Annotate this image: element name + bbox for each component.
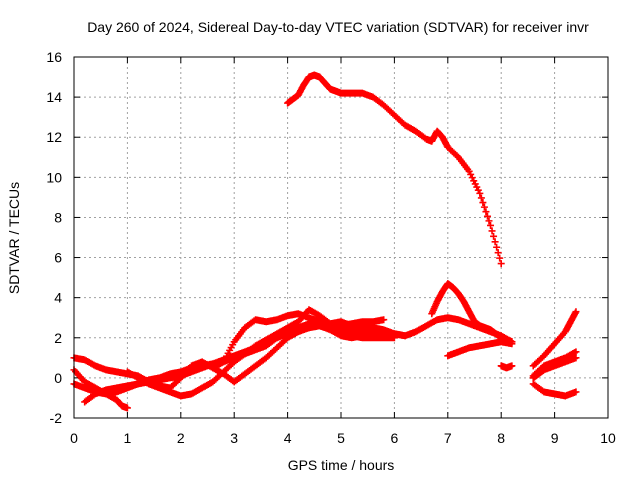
y-tick-label: 4 bbox=[54, 290, 62, 306]
x-tick-label: 0 bbox=[70, 430, 78, 446]
data-point-markers bbox=[497, 362, 516, 372]
y-tick-label: 2 bbox=[54, 330, 62, 346]
chart-title: Day 260 of 2024, Sidereal Day-to-day VTE… bbox=[87, 19, 589, 35]
series-arc-8 bbox=[428, 280, 516, 346]
y-tick-label: 0 bbox=[54, 370, 62, 386]
data-point-markers bbox=[529, 308, 580, 370]
y-tick-label: 6 bbox=[54, 250, 62, 266]
series-arc-10 bbox=[497, 362, 516, 372]
x-tick-label: 10 bbox=[600, 430, 616, 446]
x-tick-label: 8 bbox=[497, 430, 505, 446]
grid-lines bbox=[74, 57, 608, 418]
y-axis-label: SDTVAR / TECUs bbox=[6, 182, 22, 294]
y-tick-label: -2 bbox=[50, 410, 63, 426]
x-tick-label: 7 bbox=[444, 430, 452, 446]
x-axis-label: GPS time / hours bbox=[288, 457, 395, 473]
data-point-markers bbox=[529, 380, 580, 400]
data-markers bbox=[70, 71, 580, 412]
y-tick-label: 10 bbox=[46, 169, 62, 185]
x-tick-label: 3 bbox=[230, 430, 238, 446]
data-point-markers bbox=[123, 306, 377, 400]
series-arc-13 bbox=[529, 380, 580, 400]
series-arc-5 bbox=[123, 306, 377, 400]
series-arc-9 bbox=[444, 338, 516, 360]
x-tick-label: 4 bbox=[284, 430, 292, 446]
data-point-markers bbox=[529, 354, 580, 382]
x-tick-label: 1 bbox=[124, 430, 132, 446]
y-tick-label: 8 bbox=[54, 209, 62, 225]
y-tick-label: 16 bbox=[46, 49, 62, 65]
series-arc-7 bbox=[284, 71, 505, 268]
y-tick-label: 14 bbox=[46, 89, 62, 105]
y-tick-label: 12 bbox=[46, 129, 62, 145]
x-tick-label: 9 bbox=[551, 430, 559, 446]
data-point-markers bbox=[284, 71, 505, 268]
plot-border bbox=[73, 56, 609, 419]
series-arc-14 bbox=[529, 354, 580, 382]
x-tick-label: 6 bbox=[391, 430, 399, 446]
series-arc-11 bbox=[529, 308, 580, 370]
x-tick-label: 5 bbox=[337, 430, 345, 446]
x-tick-label: 2 bbox=[177, 430, 185, 446]
data-point-markers bbox=[444, 338, 516, 360]
data-point-markers bbox=[428, 280, 516, 346]
